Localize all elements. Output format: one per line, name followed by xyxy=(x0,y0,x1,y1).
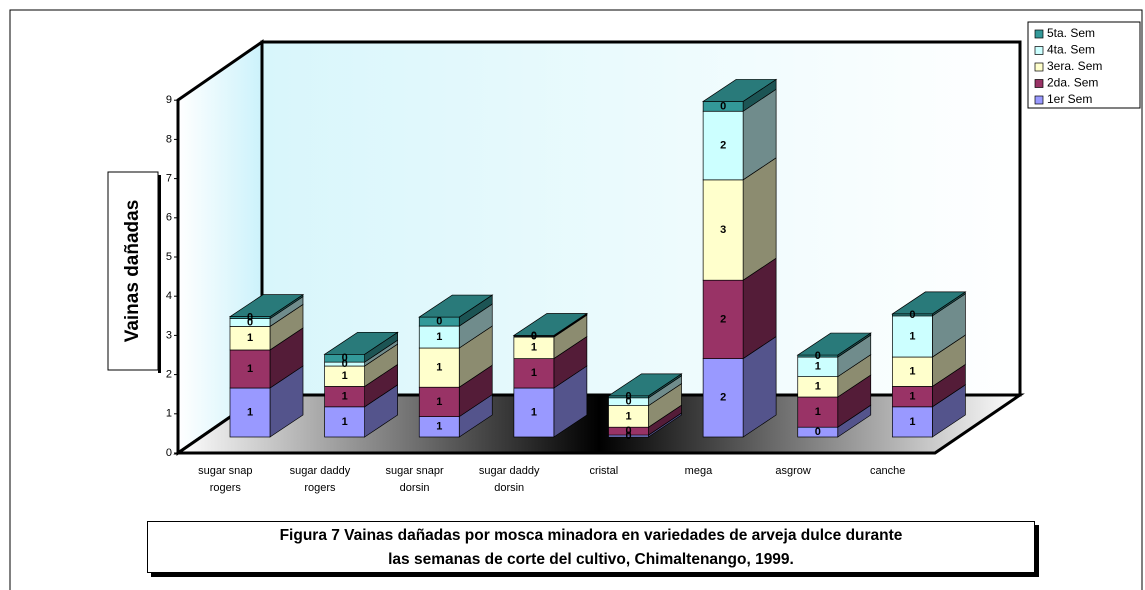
value-label: 0 xyxy=(815,426,821,438)
bar-segment xyxy=(892,406,933,438)
legend-swatch xyxy=(1034,62,1044,72)
value-label: 1 xyxy=(342,391,348,403)
legend xyxy=(1027,21,1141,109)
x-tick-label: sugar snapr dorsin xyxy=(385,465,444,494)
y-tick-label: 9 xyxy=(166,94,172,106)
bar-segment xyxy=(892,356,933,387)
value-label: 2 xyxy=(720,392,726,404)
legend-swatch xyxy=(1034,95,1044,105)
value-label: 0 xyxy=(625,430,631,442)
value-label: 1 xyxy=(909,366,915,378)
caption-line: las semanas de corte del cultivo, Chimal… xyxy=(388,551,794,568)
x-tick-label: asgrow xyxy=(775,465,811,477)
legend-swatch xyxy=(1034,29,1044,39)
bar-segment xyxy=(229,349,271,389)
frame xyxy=(9,9,1143,590)
value-label: 0 xyxy=(720,100,726,112)
bar-segment xyxy=(513,358,555,389)
value-label: 0 xyxy=(247,316,253,328)
y-tick-label: 7 xyxy=(166,173,172,185)
bar-top xyxy=(418,294,494,318)
legend-swatch xyxy=(1034,79,1044,88)
y-axis-label: Vainas dañadas xyxy=(122,200,143,343)
value-label: 1 xyxy=(625,410,631,422)
bar-segment xyxy=(702,179,744,281)
legend-label: 5ta. Sem xyxy=(1047,26,1095,40)
y-tick-label: 6 xyxy=(166,212,172,224)
value-label: 1 xyxy=(815,361,821,373)
bar-top xyxy=(891,291,967,315)
value-label: 1 xyxy=(531,342,537,354)
y-tick-label: 5 xyxy=(166,251,172,263)
bar-segment xyxy=(797,396,839,428)
y-tick-label: 8 xyxy=(166,133,172,145)
bar-segment xyxy=(418,386,460,417)
bar-top xyxy=(228,294,305,318)
value-label: 1 xyxy=(815,406,821,418)
value-label: 2 xyxy=(720,139,726,151)
value-label: 1 xyxy=(531,406,537,418)
value-label: 0 xyxy=(815,350,821,362)
value-label: 0 xyxy=(625,425,631,437)
x-tick-label: cristal xyxy=(589,465,619,477)
value-label: 1 xyxy=(909,416,915,428)
value-label: 1 xyxy=(909,330,915,342)
value-label: 0 xyxy=(531,330,537,342)
value-label: 1 xyxy=(342,370,348,382)
value-label: 3 xyxy=(720,224,726,236)
value-label: 1 xyxy=(436,362,442,374)
value-label: 0 xyxy=(625,391,631,403)
value-label: 0 xyxy=(531,331,537,343)
value-label: 1 xyxy=(247,406,253,418)
legend-label: 2da. Sem xyxy=(1047,76,1098,90)
value-label: 1 xyxy=(436,331,442,343)
value-label: 1 xyxy=(909,391,915,403)
bar-top xyxy=(796,332,872,356)
caption-line: Figura 7 Vainas dañadas por mosca minado… xyxy=(279,527,903,544)
bar-top xyxy=(323,331,399,355)
y-tick-label: 0 xyxy=(166,447,172,459)
value-label: 1 xyxy=(531,367,537,379)
value-label: 1 xyxy=(436,421,442,433)
legend-label: 1er Sem xyxy=(1047,92,1092,106)
value-label: 0 xyxy=(625,396,631,408)
x-tick-label: mega xyxy=(684,465,713,477)
y-tick-label: 2 xyxy=(166,369,172,381)
caption: Figura 7 Vainas dañadas por mosca minado… xyxy=(147,521,1035,573)
bar-segment xyxy=(702,279,744,359)
x-tick-label: canche xyxy=(869,465,906,477)
y-label-box xyxy=(107,171,159,371)
value-label: 2 xyxy=(720,313,726,325)
y-tick-label: 1 xyxy=(166,408,172,420)
x-tick-label: sugar daddy rogers xyxy=(289,465,351,494)
bar-segment xyxy=(418,347,460,388)
bar-segment xyxy=(702,110,744,181)
bar-top xyxy=(607,373,683,397)
value-label: 0 xyxy=(247,312,253,324)
legend-label: 3era. Sem xyxy=(1047,59,1102,73)
value-label: 1 xyxy=(815,381,821,393)
y-tick-label: 4 xyxy=(166,290,172,302)
legend-swatch xyxy=(1034,46,1044,55)
legend-label: 4ta. Sem xyxy=(1047,43,1095,57)
y-label-shadow xyxy=(158,175,161,373)
x-tick-label: sugar snap rogers xyxy=(198,465,253,494)
y-tick-label: 3 xyxy=(166,329,172,341)
value-label: 0 xyxy=(342,352,348,364)
bar-top xyxy=(701,79,778,102)
x-tick-label: sugar daddy dorsin xyxy=(478,465,540,494)
bar-top xyxy=(512,313,589,336)
bar-segment xyxy=(229,387,271,438)
bar-segment xyxy=(702,358,744,438)
value-label: 1 xyxy=(247,332,253,344)
value-label: 1 xyxy=(247,363,253,375)
value-label: 0 xyxy=(436,315,442,327)
value-label: 0 xyxy=(909,309,915,321)
value-label: 0 xyxy=(342,358,348,370)
value-label: 1 xyxy=(436,396,442,408)
value-label: 1 xyxy=(342,416,348,428)
